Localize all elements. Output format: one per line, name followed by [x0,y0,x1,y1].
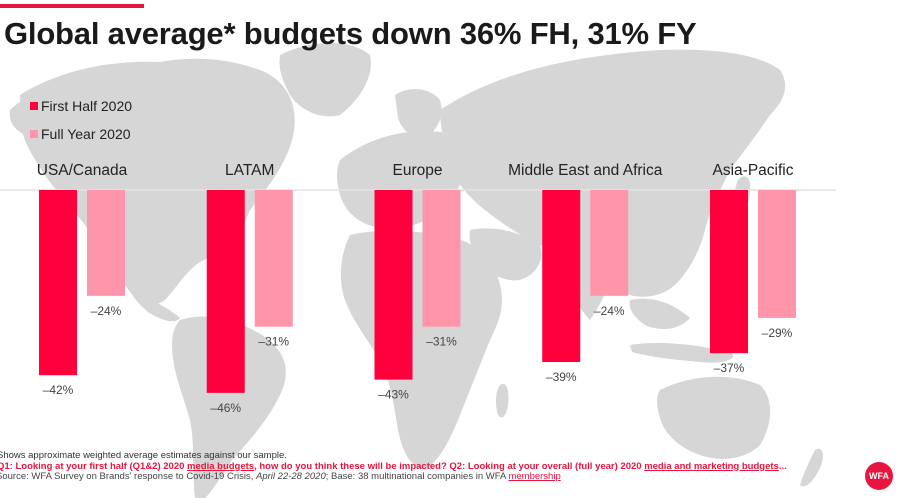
bar-first-half [206,190,245,393]
legend-label-first-half: First Half 2020 [41,98,133,114]
bar-full-year [422,190,461,327]
slide-title: Global average* budgets down 36% FH, 31%… [4,16,697,51]
question-prefix: Q1: Looking at your first half (Q1&2) 20… [0,460,188,472]
wfa-logo: WFA [865,462,893,490]
bar-first-half [542,190,581,362]
title-accent-bar [0,4,144,8]
question-suffix: ... [778,460,787,472]
data-label: –29% [762,326,793,340]
category-label: LATAM [225,162,274,179]
data-label: –24% [594,304,625,318]
data-label: –31% [258,335,289,349]
map-middle-east [469,228,542,281]
media-marketing-budgets-link[interactable]: media and marketing budgets [644,460,779,472]
legend-label-full-year: Full Year 2020 [41,126,131,142]
source-dates: April 22-28 2020 [256,471,326,482]
bar-full-year [87,190,125,296]
membership-link[interactable]: membership [508,471,561,482]
data-label: –39% [546,370,577,384]
map-madagascar [496,383,509,418]
legend-item-first-half: First Half 2020 [30,92,132,120]
category-label: Europe [393,162,443,179]
data-label: –46% [210,401,241,415]
data-label: –37% [714,361,745,375]
data-label: –43% [378,388,409,402]
map-greenland [279,42,371,117]
source-middle: ; Base: 38 multinational companies in WF… [325,471,509,482]
map-asia [440,49,786,297]
legend-swatch-first-half [30,102,38,110]
data-label: –31% [426,335,457,349]
slide-footer: Shows approximate weighted average estim… [0,450,787,483]
category-label: USA/Canada [37,162,128,179]
footnote-text: Shows approximate weighted average estim… [0,450,287,461]
data-label: –24% [91,304,122,318]
legend-item-full-year: Full Year 2020 [30,120,132,148]
map-alaska [9,95,60,135]
question-middle: , how do you think these will be impacte… [254,460,645,472]
chart-legend: First Half 2020 Full Year 2020 [30,92,132,148]
map-new-zealand [800,448,823,487]
bar-first-half [39,190,77,376]
bar-full-year [758,190,796,318]
legend-swatch-full-year [30,130,38,138]
map-south-america [172,316,286,498]
source-text: Source: WFA Survey on Brands' response t… [0,471,787,483]
map-indonesia [630,342,734,363]
survey-question-text: Q1: Looking at your first half (Q1&2) 20… [0,460,787,473]
data-label: –42% [43,383,74,397]
bar-full-year [590,190,629,296]
bar-first-half [710,190,748,354]
media-budgets-link[interactable]: media budgets [187,460,255,472]
map-scandinavia [395,88,442,139]
category-label: Middle East and Africa [508,162,663,179]
source-prefix: Source: WFA Survey on Brands' response t… [0,471,257,482]
map-central-america [130,290,180,322]
map-southeast-asia [629,298,690,330]
map-australia [657,376,771,459]
bar-first-half [374,190,413,380]
bar-full-year [254,190,293,327]
category-label: Asia-Pacific [713,162,794,179]
bar-chart: USA/Canada –42% –24% LATAM –46% –31% Europe –43… [0,162,836,415]
